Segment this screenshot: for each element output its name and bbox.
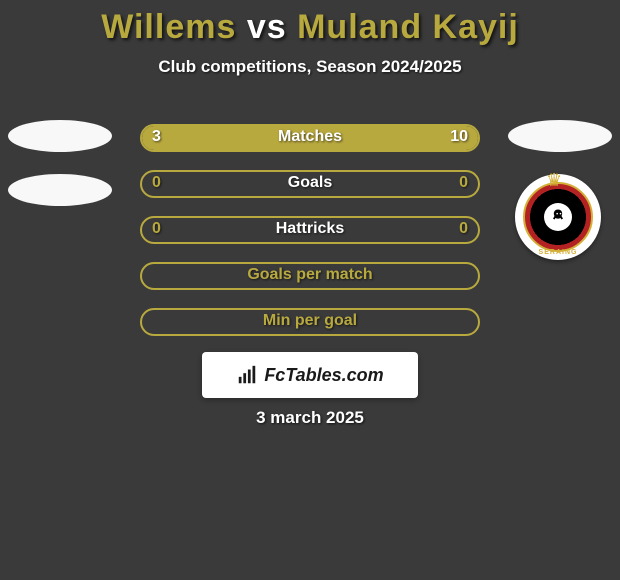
- chart-bars-icon: [236, 364, 258, 386]
- watermark-text: FcTables.com: [264, 365, 383, 386]
- date-label: 3 march 2025: [0, 408, 620, 428]
- bar-value-left: 3: [152, 128, 161, 146]
- right-club-column: ♛ SERAING: [508, 120, 612, 262]
- comparison-card: Willems vs Muland Kayij Club competition…: [0, 0, 620, 580]
- stat-bar: Hattricks0 0: [140, 216, 480, 244]
- club-placeholder-icon: [8, 174, 112, 206]
- club-placeholder-icon: [508, 120, 612, 152]
- bar-value-left: 0: [152, 174, 161, 192]
- lion-icon: [544, 203, 572, 231]
- vs-label: vs: [247, 8, 287, 46]
- bar-value-right: 0: [459, 220, 468, 238]
- bar-label: Goals per match: [142, 266, 478, 284]
- bar-label: Hattricks: [142, 220, 478, 238]
- left-club-column: [8, 120, 112, 228]
- badge-label: SERAING: [508, 249, 608, 256]
- stat-bars: Matches310Goals00Hattricks00Goals per ma…: [140, 124, 480, 354]
- watermark: FcTables.com: [202, 352, 418, 398]
- stat-bar: Goals per match: [140, 262, 480, 290]
- player2-name: Muland Kayij: [297, 8, 519, 46]
- bar-label: Min per goal: [142, 312, 478, 330]
- stat-bar: Goals0 0: [140, 170, 480, 198]
- club-badge-seraing: ♛ SERAING: [508, 174, 608, 262]
- stat-bar: Matches3 10: [140, 124, 480, 152]
- page-title: Willems vs Muland Kayij: [0, 0, 620, 47]
- bar-label: Matches: [142, 128, 478, 146]
- bar-label: Goals: [142, 174, 478, 192]
- player1-name: Willems: [101, 8, 236, 46]
- club-placeholder-icon: [8, 120, 112, 152]
- bar-value-right: 10: [450, 128, 468, 146]
- stat-bar: Min per goal: [140, 308, 480, 336]
- bar-value-right: 0: [459, 174, 468, 192]
- subtitle: Club competitions, Season 2024/2025: [0, 57, 620, 77]
- crown-icon: ♛: [546, 170, 562, 191]
- bar-value-left: 0: [152, 220, 161, 238]
